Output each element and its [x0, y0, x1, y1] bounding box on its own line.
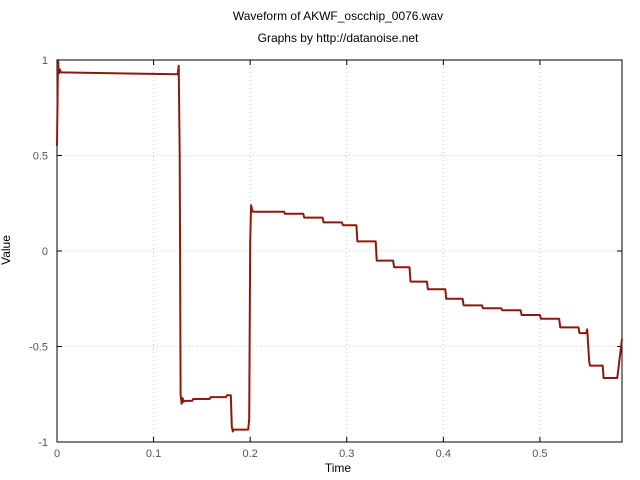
x-tick-label: 0	[54, 448, 60, 460]
y-tick-label: 0	[42, 246, 48, 258]
x-tick-label: 0.2	[243, 448, 258, 460]
ticks: 0 0.1 0.2 0.3 0.4 0.5 1 0.5 0 -0.5 -1	[29, 55, 622, 460]
x-tick-label: 0.4	[436, 448, 451, 460]
x-tick-label: 0.5	[532, 448, 547, 460]
chart-subtitle: Graphs by http://datanoise.net	[258, 31, 419, 45]
y-tick-label: 0.5	[33, 151, 48, 163]
waveform-series-line	[56, 59, 623, 433]
grid-lines	[56, 59, 622, 443]
chart-title: Waveform of AKWF_oscchip_0076.wav	[233, 9, 443, 23]
x-tick-label: 0.3	[339, 448, 354, 460]
x-tick-label: 0.1	[146, 448, 161, 460]
x-axis-label: Time	[325, 461, 352, 475]
y-tick-label: 1	[42, 55, 48, 67]
y-tick-label: -1	[38, 437, 48, 449]
y-tick-label: -0.5	[29, 342, 48, 354]
y-axis-label: Value	[0, 235, 13, 265]
series-layer	[56, 59, 623, 433]
